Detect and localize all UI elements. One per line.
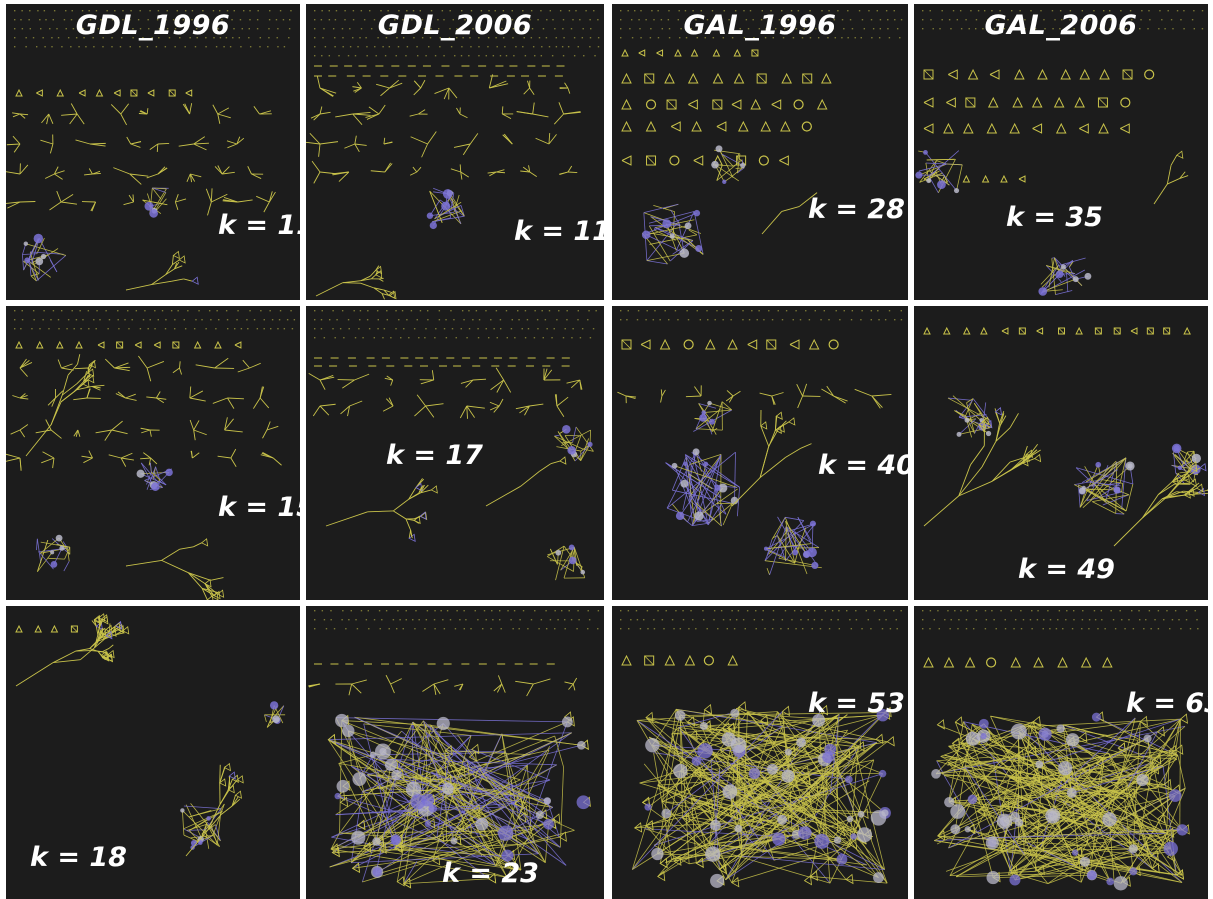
k-label: k = 11 [218, 210, 300, 241]
network-drawing [923, 326, 1208, 547]
k-label: k = 15 [218, 492, 300, 523]
network-drawing [6, 310, 296, 600]
panel-gdl-1996-k18: k = 18 [6, 606, 300, 899]
column-title: GDL_1996 [75, 10, 231, 41]
network-drawing [915, 10, 1204, 296]
k-label: k = 17 [386, 440, 483, 471]
k-label: k = 40 [818, 450, 908, 481]
panel-gdl-1996-k15: k = 15 [6, 306, 300, 600]
panel-gdl-2006-k11: GDL_2006 k = 11 [306, 4, 604, 300]
column-title: GAL_1996 [683, 10, 837, 41]
network-drawing [922, 610, 1199, 891]
panel-gdl-2006-k23: k = 23 [306, 606, 604, 899]
k-label: k = 49 [1018, 554, 1115, 585]
network-drawing [617, 310, 903, 575]
panel-gal-1996-k40: k = 40 [612, 306, 908, 600]
k-label: k = 11 [514, 216, 604, 247]
panel-gdl-1996-k11: GDL_1996 k = 11 [6, 4, 300, 300]
network-drawing [308, 310, 597, 581]
panel-gal-2006-k63: k = 63 [914, 606, 1208, 899]
column-title: GDL_2006 [377, 10, 533, 41]
k-label: k = 18 [30, 842, 127, 873]
k-label: k = 35 [1006, 202, 1103, 233]
network-drawing [15, 613, 286, 857]
network-drawing [620, 610, 902, 888]
k-label: k = 53 [808, 688, 905, 719]
panel-gal-2006-k49: k = 49 [914, 306, 1208, 600]
k-label: k = 23 [442, 858, 539, 889]
k-label: k = 28 [808, 194, 905, 225]
column-title: GAL_2006 [984, 10, 1138, 41]
network-drawing [306, 10, 600, 300]
panel-gdl-2006-k17: k = 17 [306, 306, 604, 600]
network-drawing [6, 10, 292, 291]
network-drawing [620, 10, 903, 265]
panel-gal-1996-k53: k = 53 [612, 606, 908, 899]
k-label: k = 63 [1126, 688, 1208, 719]
panel-gal-1996-k28: GAL_1996 k = 28 [612, 4, 908, 300]
network-drawing [308, 610, 600, 889]
panel-gal-2006-k35: GAL_2006 k = 35 [914, 4, 1208, 300]
